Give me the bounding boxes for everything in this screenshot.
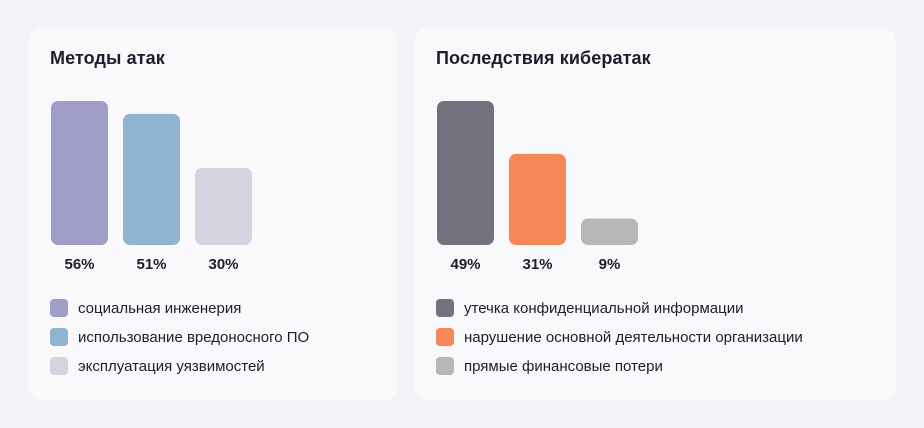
bar-value-label: 51%	[136, 256, 166, 273]
legend-swatch	[436, 328, 454, 346]
bar-value-label: 56%	[64, 256, 94, 273]
bar	[581, 218, 638, 245]
legend-swatch	[50, 328, 68, 346]
legend-item: социальная инженерия	[50, 298, 309, 318]
legend-item: утечка конфиденциальной информации	[436, 298, 803, 318]
attack-methods-chart: 56% 51% 30%	[51, 101, 252, 273]
bar-value-label: 9%	[599, 256, 621, 273]
chart-title: Последствия кибератак	[436, 48, 651, 68]
bar	[509, 153, 566, 245]
bar	[195, 167, 252, 245]
legend-swatch	[50, 357, 68, 375]
chart-legend: социальная инженерия использование вредо…	[50, 298, 309, 385]
bar-value-label: 30%	[208, 256, 238, 273]
legend-swatch	[50, 299, 68, 317]
legend-item: прямые финансовые потери	[436, 356, 803, 376]
legend-item: нарушение основной деятельности организа…	[436, 327, 803, 347]
bar	[51, 101, 108, 245]
attack-methods-card: Методы атак 56% 51% 30% социальная инженер…	[28, 28, 398, 400]
legend-label: социальная инженерия	[78, 299, 242, 317]
legend-item: использование вредоносного ПО	[50, 327, 309, 347]
legend-label: утечка конфиденциальной информации	[464, 299, 744, 317]
legend-label: нарушение основной деятельности организа…	[464, 328, 803, 346]
bar-value-label: 49%	[450, 256, 480, 273]
legend-swatch	[436, 299, 454, 317]
legend-label: использование вредоносного ПО	[78, 328, 310, 346]
legend-swatch	[436, 357, 454, 375]
attack-consequences-card: Последствия кибератак 49% 31% 9% утечка ко…	[414, 28, 896, 400]
chart-title: Методы атак	[50, 48, 165, 68]
legend-label: эксплуатация уязвимостей	[78, 357, 265, 375]
chart-legend: утечка конфиденциальной информации наруш…	[436, 298, 803, 385]
bar-value-label: 31%	[522, 256, 552, 273]
legend-item: эксплуатация уязвимостей	[50, 356, 309, 376]
bar	[123, 113, 180, 245]
attack-consequences-chart: 49% 31% 9%	[437, 101, 638, 273]
legend-label: прямые финансовые потери	[464, 357, 663, 375]
bar	[437, 101, 494, 245]
